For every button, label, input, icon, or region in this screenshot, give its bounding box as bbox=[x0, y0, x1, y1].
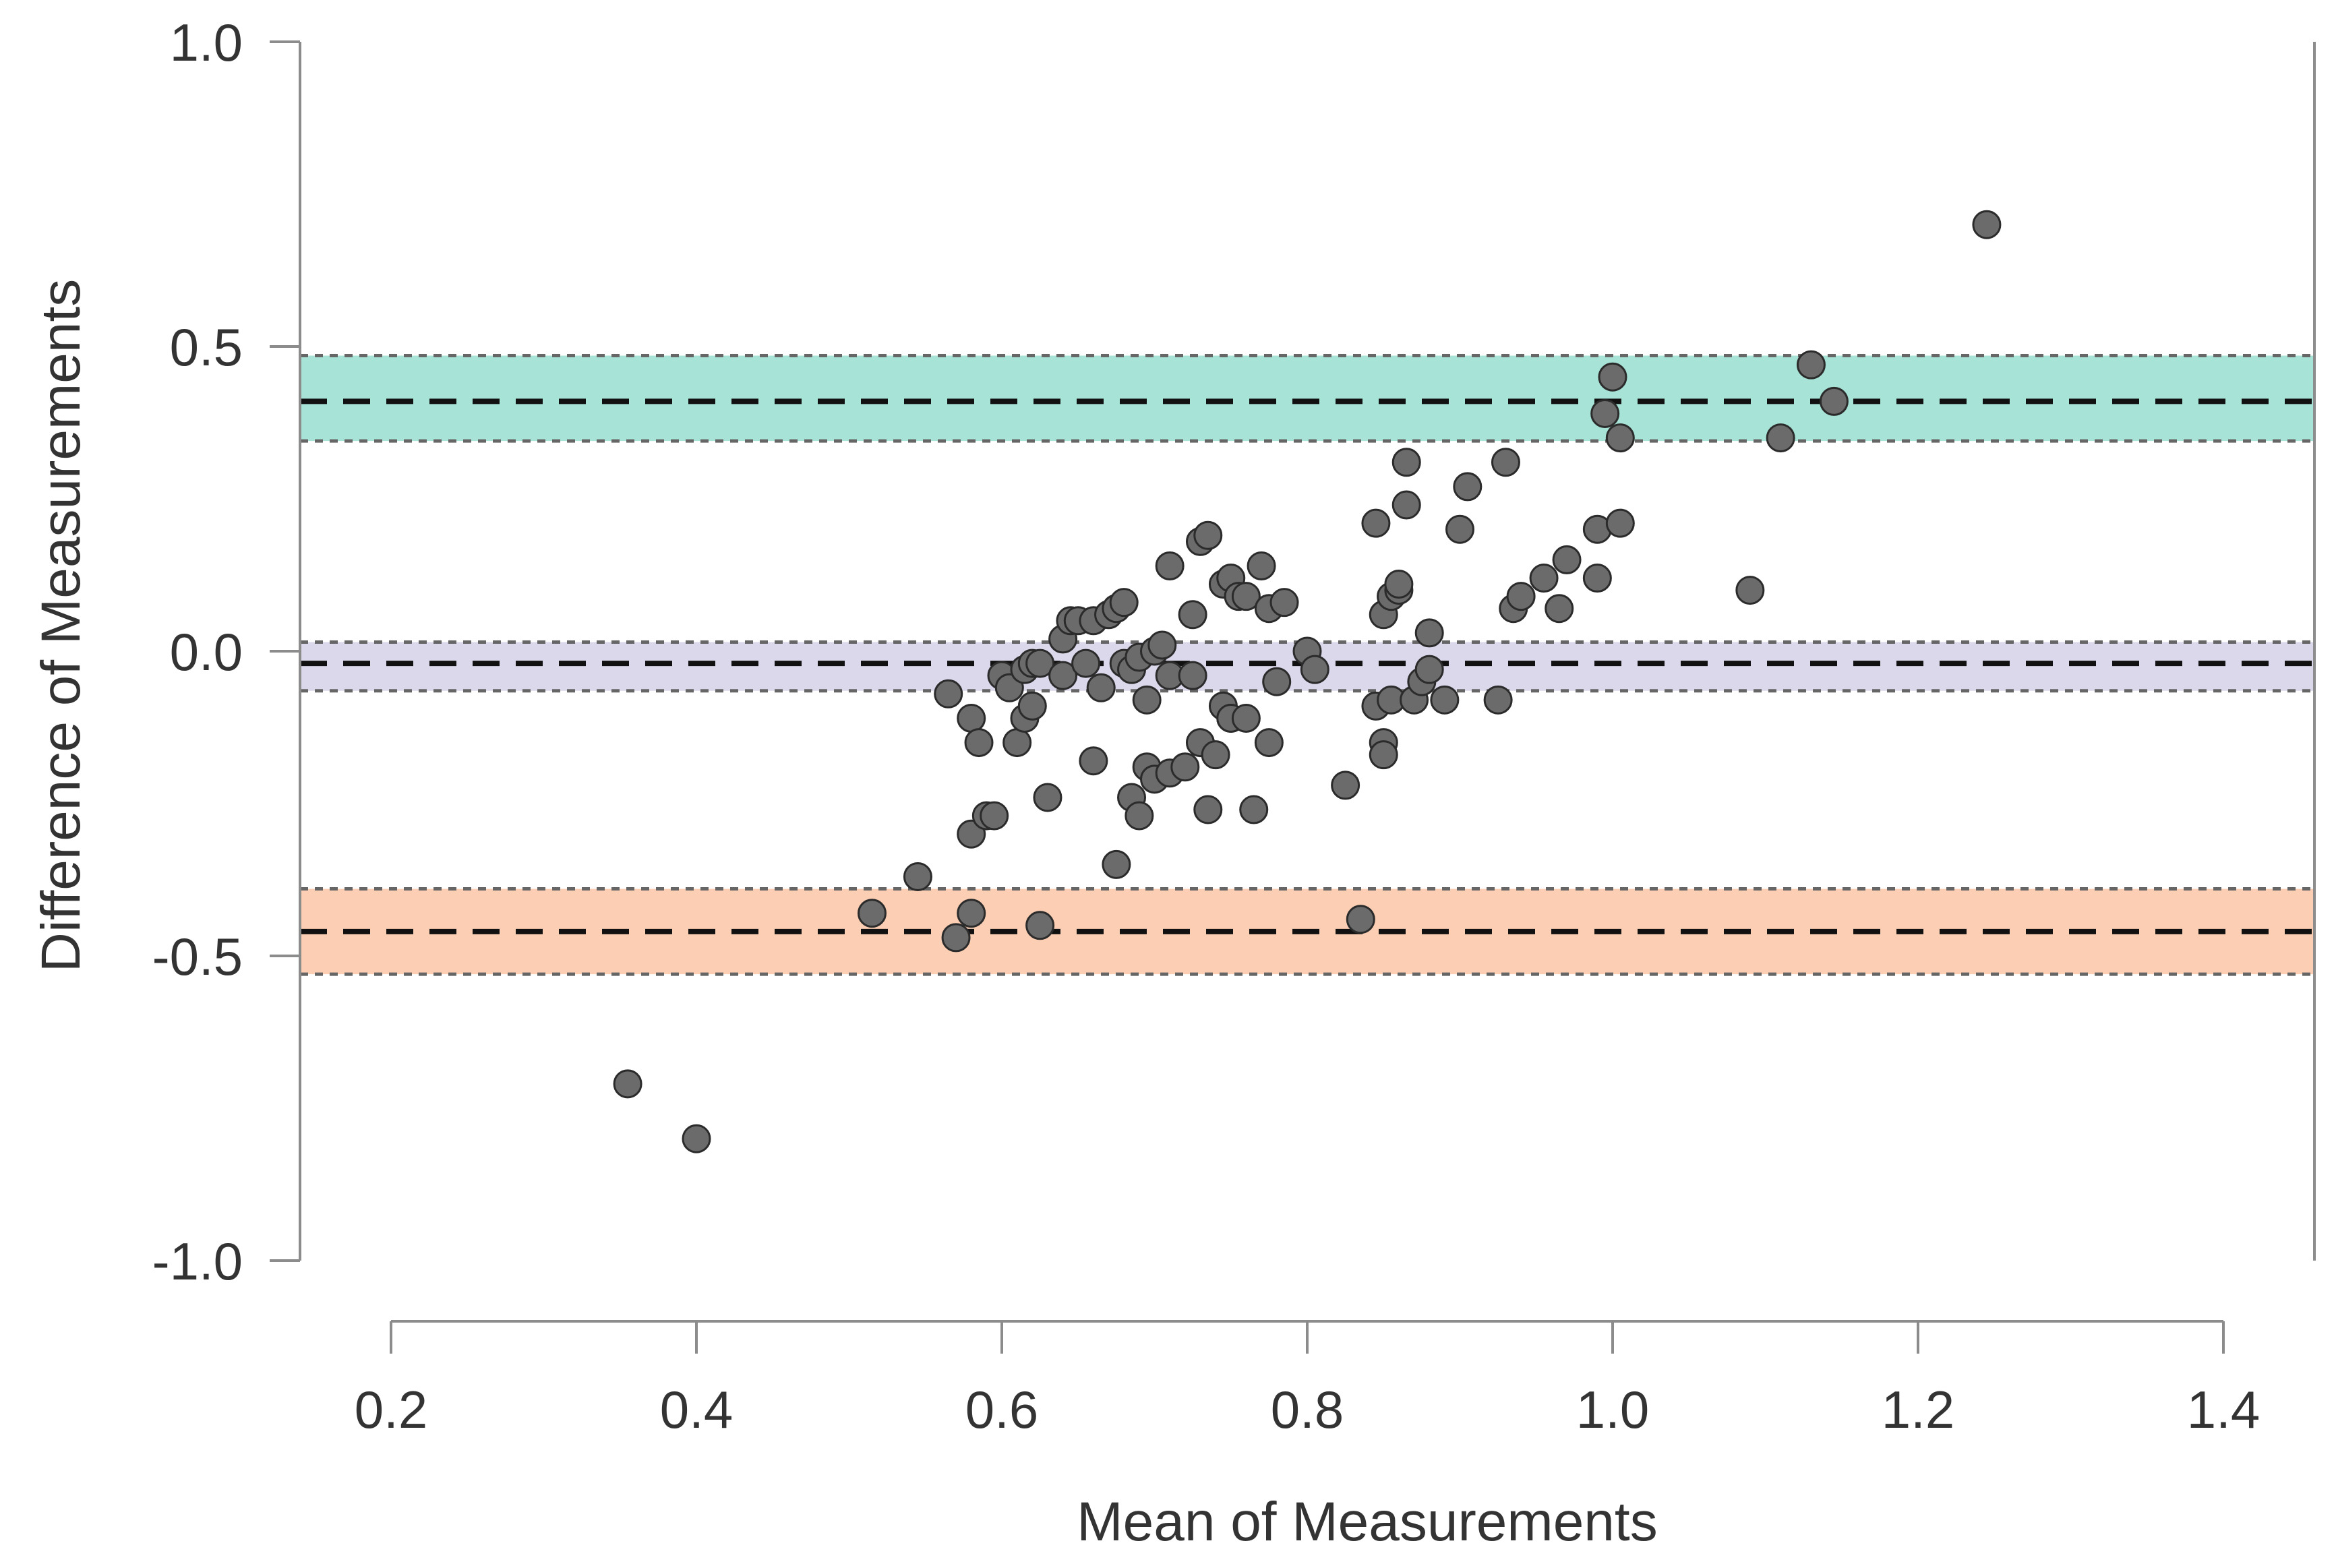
data-point bbox=[1109, 588, 1139, 617]
data-point bbox=[1231, 703, 1261, 733]
data-point bbox=[1605, 508, 1635, 538]
data-point bbox=[980, 801, 1009, 831]
data-point bbox=[1002, 728, 1032, 758]
data-point bbox=[1193, 520, 1223, 550]
y-tick-label: -1.0 bbox=[152, 1232, 243, 1291]
data-point bbox=[1819, 386, 1849, 416]
data-point bbox=[1239, 795, 1269, 824]
data-point bbox=[1735, 576, 1765, 605]
data-point bbox=[1506, 582, 1536, 611]
data-point bbox=[1331, 771, 1360, 800]
data-point bbox=[1361, 508, 1391, 538]
data-point bbox=[1369, 740, 1398, 770]
data-point bbox=[1086, 673, 1116, 702]
data-point bbox=[1262, 667, 1292, 696]
y-tick-label: -0.5 bbox=[152, 927, 243, 986]
data-point bbox=[1170, 752, 1200, 782]
data-point bbox=[1384, 570, 1414, 599]
upper-limit-of-agreement-ci-band bbox=[300, 355, 2314, 442]
data-point bbox=[1972, 210, 2002, 239]
data-point bbox=[1445, 514, 1474, 544]
x-tick-label: 1.2 bbox=[1882, 1380, 1954, 1439]
data-point bbox=[1017, 691, 1047, 721]
data-point bbox=[1193, 795, 1223, 824]
data-point bbox=[1552, 545, 1582, 574]
data-point bbox=[1269, 588, 1299, 617]
data-point bbox=[903, 862, 932, 891]
data-point bbox=[964, 728, 994, 758]
data-point bbox=[1025, 911, 1055, 940]
y-tick-label: 1.0 bbox=[170, 13, 243, 72]
x-ticks: 0.2 0.4 0.6 0.8 1.0 1.2 1.4 bbox=[355, 1321, 2260, 1439]
data-point bbox=[1796, 350, 1826, 380]
data-point bbox=[1545, 594, 1574, 624]
data-point bbox=[1201, 740, 1230, 770]
data-point bbox=[1590, 398, 1620, 428]
data-point bbox=[1491, 448, 1520, 477]
x-tick-label: 0.2 bbox=[355, 1380, 427, 1439]
data-point bbox=[957, 899, 986, 928]
data-point bbox=[1391, 448, 1421, 477]
data-point bbox=[1132, 685, 1162, 715]
data-point bbox=[1254, 728, 1284, 758]
data-point bbox=[613, 1069, 642, 1099]
x-tick-label: 1.4 bbox=[2187, 1380, 2260, 1439]
y-axis-title: Difference of Measurements bbox=[30, 279, 92, 973]
data-point bbox=[1605, 423, 1635, 453]
data-point bbox=[934, 679, 963, 708]
data-point bbox=[1766, 423, 1795, 453]
y-tick-label: 0.5 bbox=[170, 318, 243, 377]
data-point bbox=[1598, 362, 1627, 392]
data-point bbox=[1048, 661, 1078, 690]
data-point bbox=[1231, 582, 1261, 611]
data-point bbox=[1453, 472, 1483, 502]
data-point bbox=[1079, 746, 1108, 776]
x-tick-label: 0.8 bbox=[1271, 1380, 1344, 1439]
data-point bbox=[941, 923, 971, 953]
data-point bbox=[1529, 564, 1559, 593]
data-point bbox=[1414, 618, 1444, 648]
x-tick-label: 1.0 bbox=[1576, 1380, 1649, 1439]
data-point bbox=[1582, 564, 1612, 593]
data-point bbox=[1155, 551, 1185, 580]
data-point bbox=[1102, 849, 1131, 879]
scatter-points bbox=[613, 210, 2002, 1153]
x-tick-label: 0.6 bbox=[965, 1380, 1038, 1439]
data-point bbox=[857, 899, 887, 928]
data-point bbox=[1391, 490, 1421, 520]
data-point bbox=[1178, 661, 1207, 690]
data-point bbox=[1483, 685, 1513, 715]
data-point bbox=[1147, 630, 1177, 660]
x-tick-label: 0.4 bbox=[660, 1380, 733, 1439]
data-point bbox=[1300, 655, 1329, 684]
data-point bbox=[682, 1124, 711, 1153]
data-point bbox=[957, 703, 986, 733]
data-point bbox=[1346, 905, 1375, 934]
data-point bbox=[1178, 600, 1207, 630]
data-point bbox=[1033, 783, 1062, 812]
data-point bbox=[1125, 801, 1154, 831]
y-ticks: 1.0 0.5 0.0 -0.5 -1.0 bbox=[152, 13, 300, 1291]
y-tick-label: 0.0 bbox=[170, 622, 243, 682]
data-point bbox=[1025, 649, 1055, 678]
data-point bbox=[1071, 649, 1101, 678]
data-point bbox=[1430, 685, 1460, 715]
x-axis-title: Mean of Measurements bbox=[1077, 1491, 1657, 1552]
data-point bbox=[1414, 655, 1444, 684]
data-point bbox=[1247, 551, 1276, 580]
